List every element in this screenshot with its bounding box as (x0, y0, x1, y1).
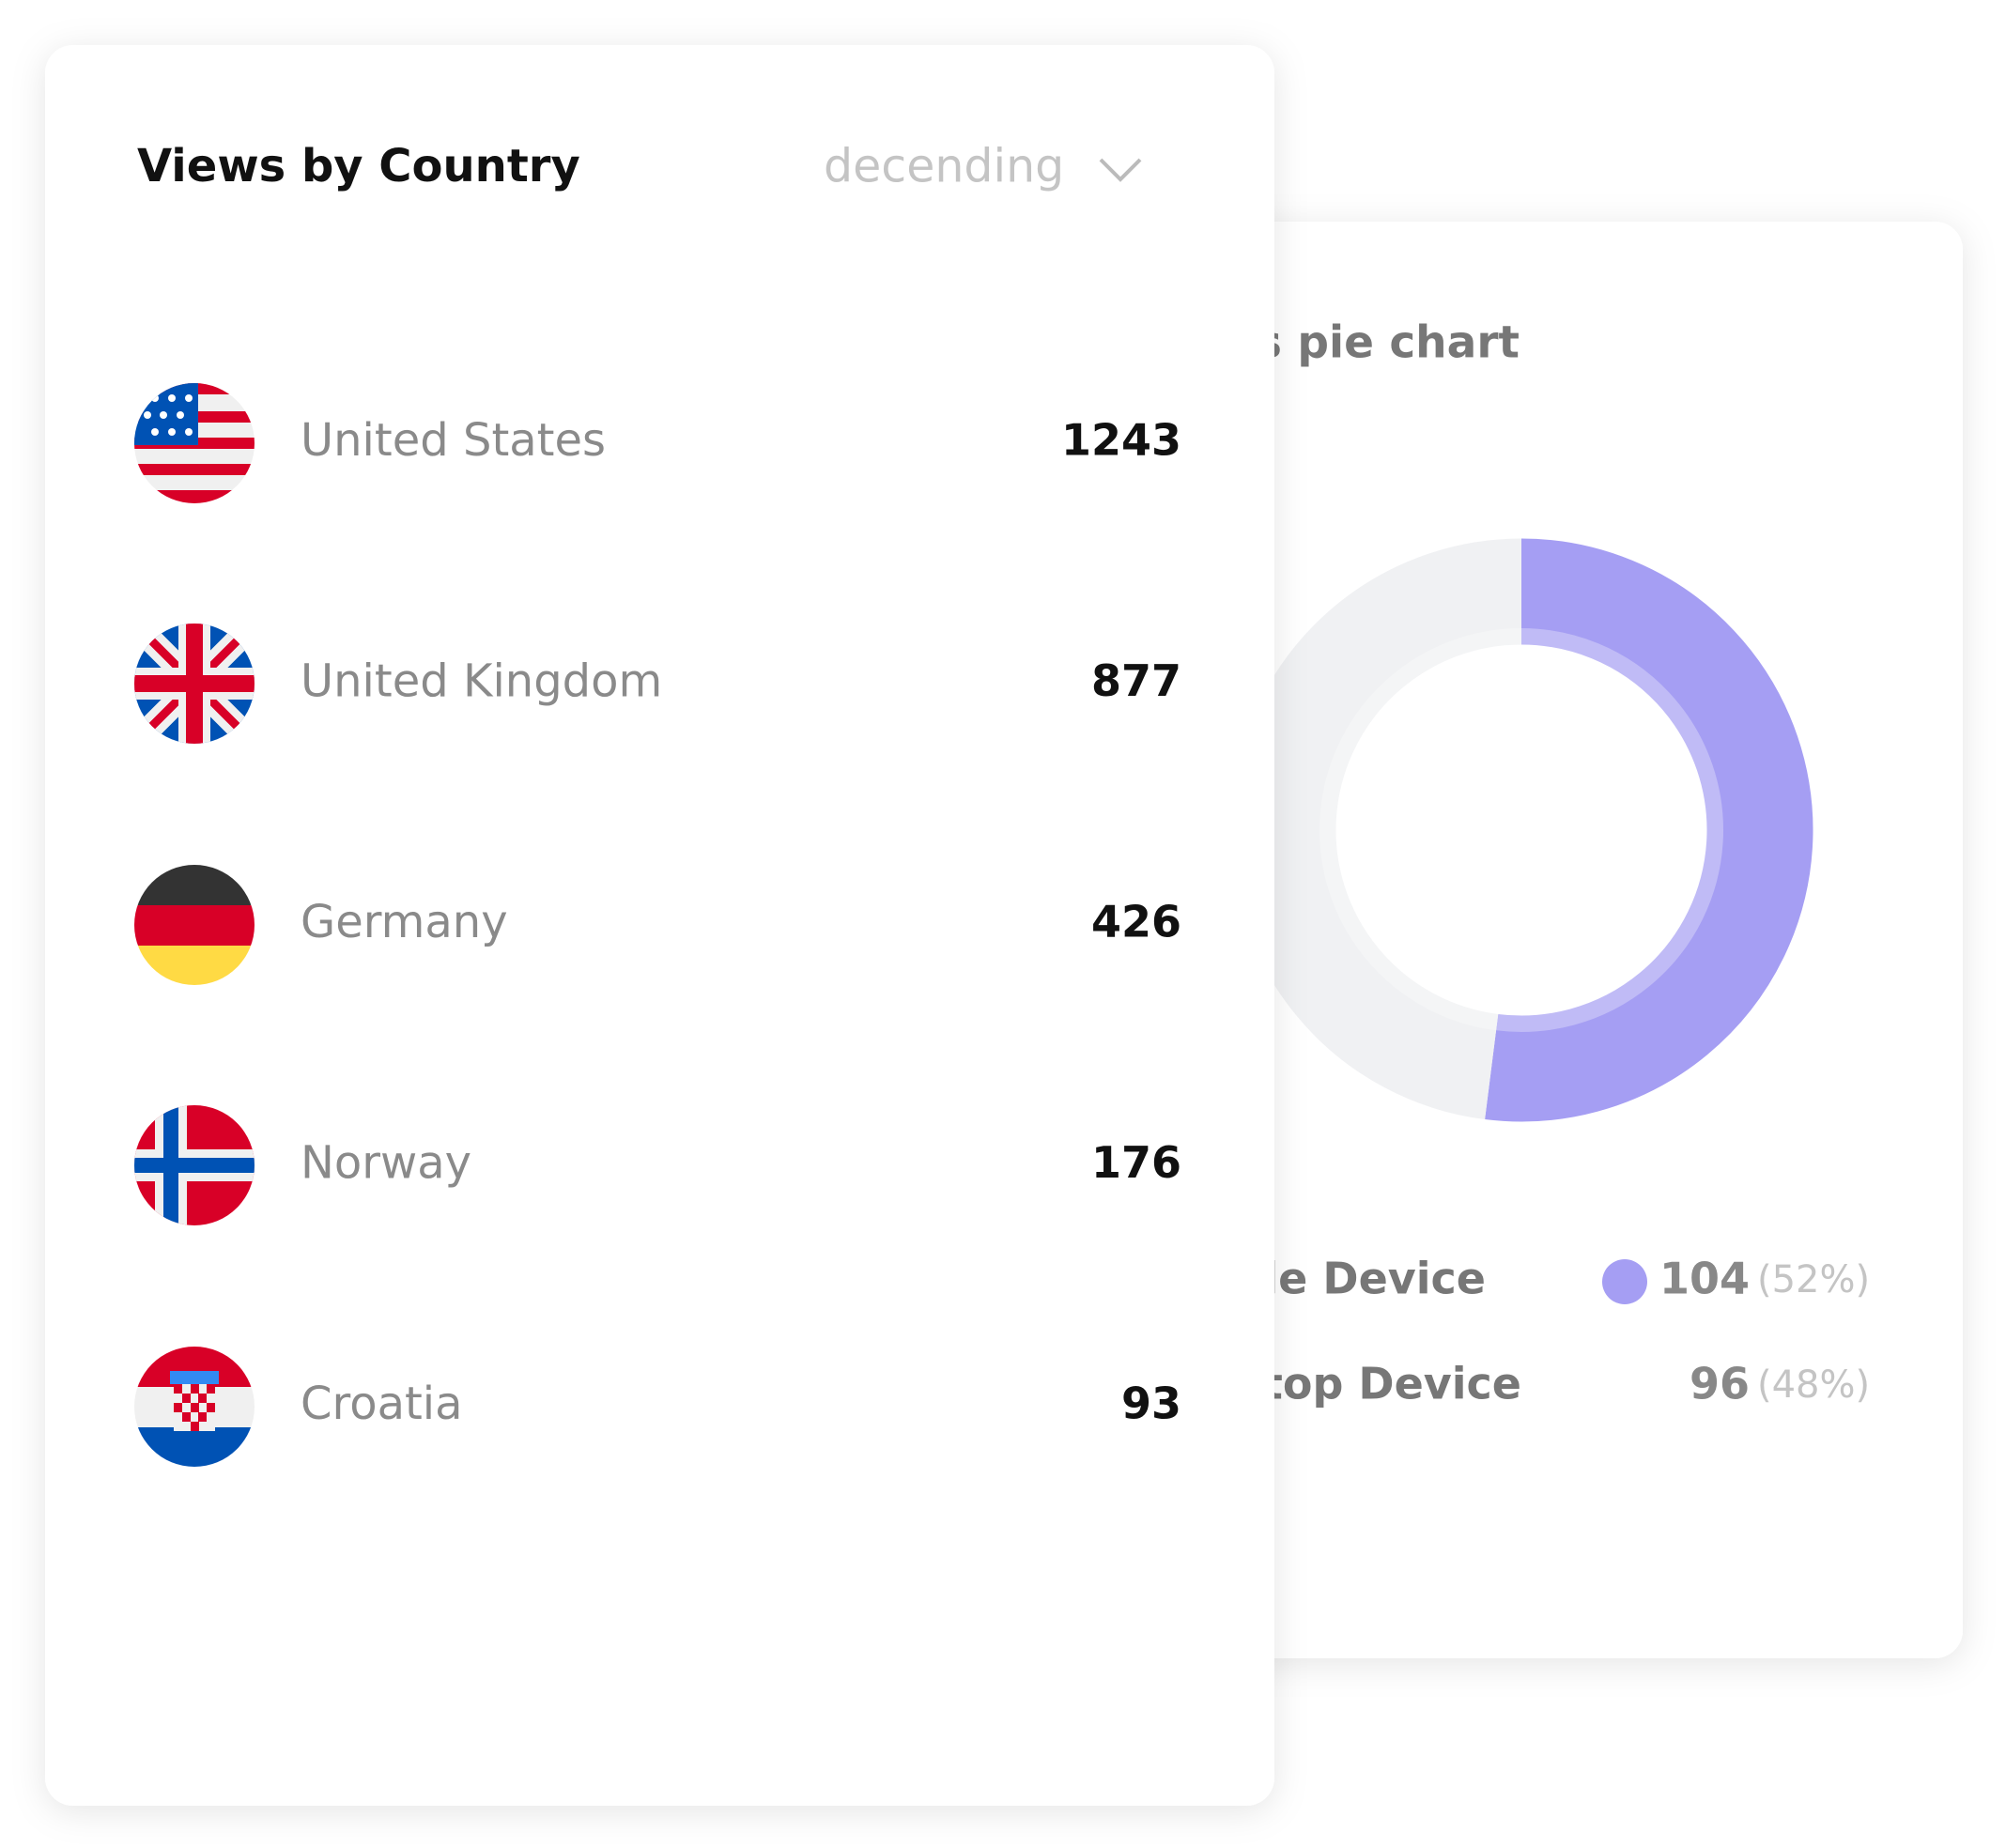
country-views: 1243 (1061, 415, 1181, 466)
flag-us (134, 383, 255, 503)
country-card: Views by Country decending (45, 45, 1274, 1806)
donut-segment (1485, 538, 1813, 1122)
country-name: United States (301, 414, 606, 467)
sort-dropdown[interactable]: decending (824, 140, 1064, 193)
legend-percent: (48%) (1757, 1363, 1870, 1407)
legend-dot (1602, 1259, 1647, 1304)
country-name: Croatia (301, 1378, 463, 1430)
country-list: United States 1243 United Kingdom 877 German… (301, 414, 1181, 1430)
donut (1229, 538, 1813, 1122)
card-title: Views by Country (137, 140, 580, 192)
donut-inner-ring (1496, 628, 1723, 1032)
country-views: 426 (1091, 897, 1181, 947)
flag-no (134, 1105, 255, 1225)
country-views: 877 (1091, 655, 1181, 706)
legend-percent: (52%) (1757, 1258, 1870, 1301)
legend-value: 96 (1690, 1359, 1750, 1409)
card-bg (45, 45, 1274, 1806)
flag-de (134, 865, 255, 985)
dropdown-chevron[interactable] (1099, 158, 1142, 182)
donut-inner-ring (1319, 628, 1522, 1031)
country-name: Germany (301, 896, 508, 948)
country-views: 176 (1091, 1137, 1181, 1188)
country-views: 93 (1121, 1378, 1181, 1429)
donut-segment (1229, 538, 1522, 1120)
country-name: Norway (301, 1137, 471, 1190)
flag-hr (134, 1347, 255, 1467)
legend-value: 104 (1659, 1254, 1750, 1304)
flag-uk (134, 624, 255, 744)
country-name: United Kingdom (301, 655, 662, 708)
